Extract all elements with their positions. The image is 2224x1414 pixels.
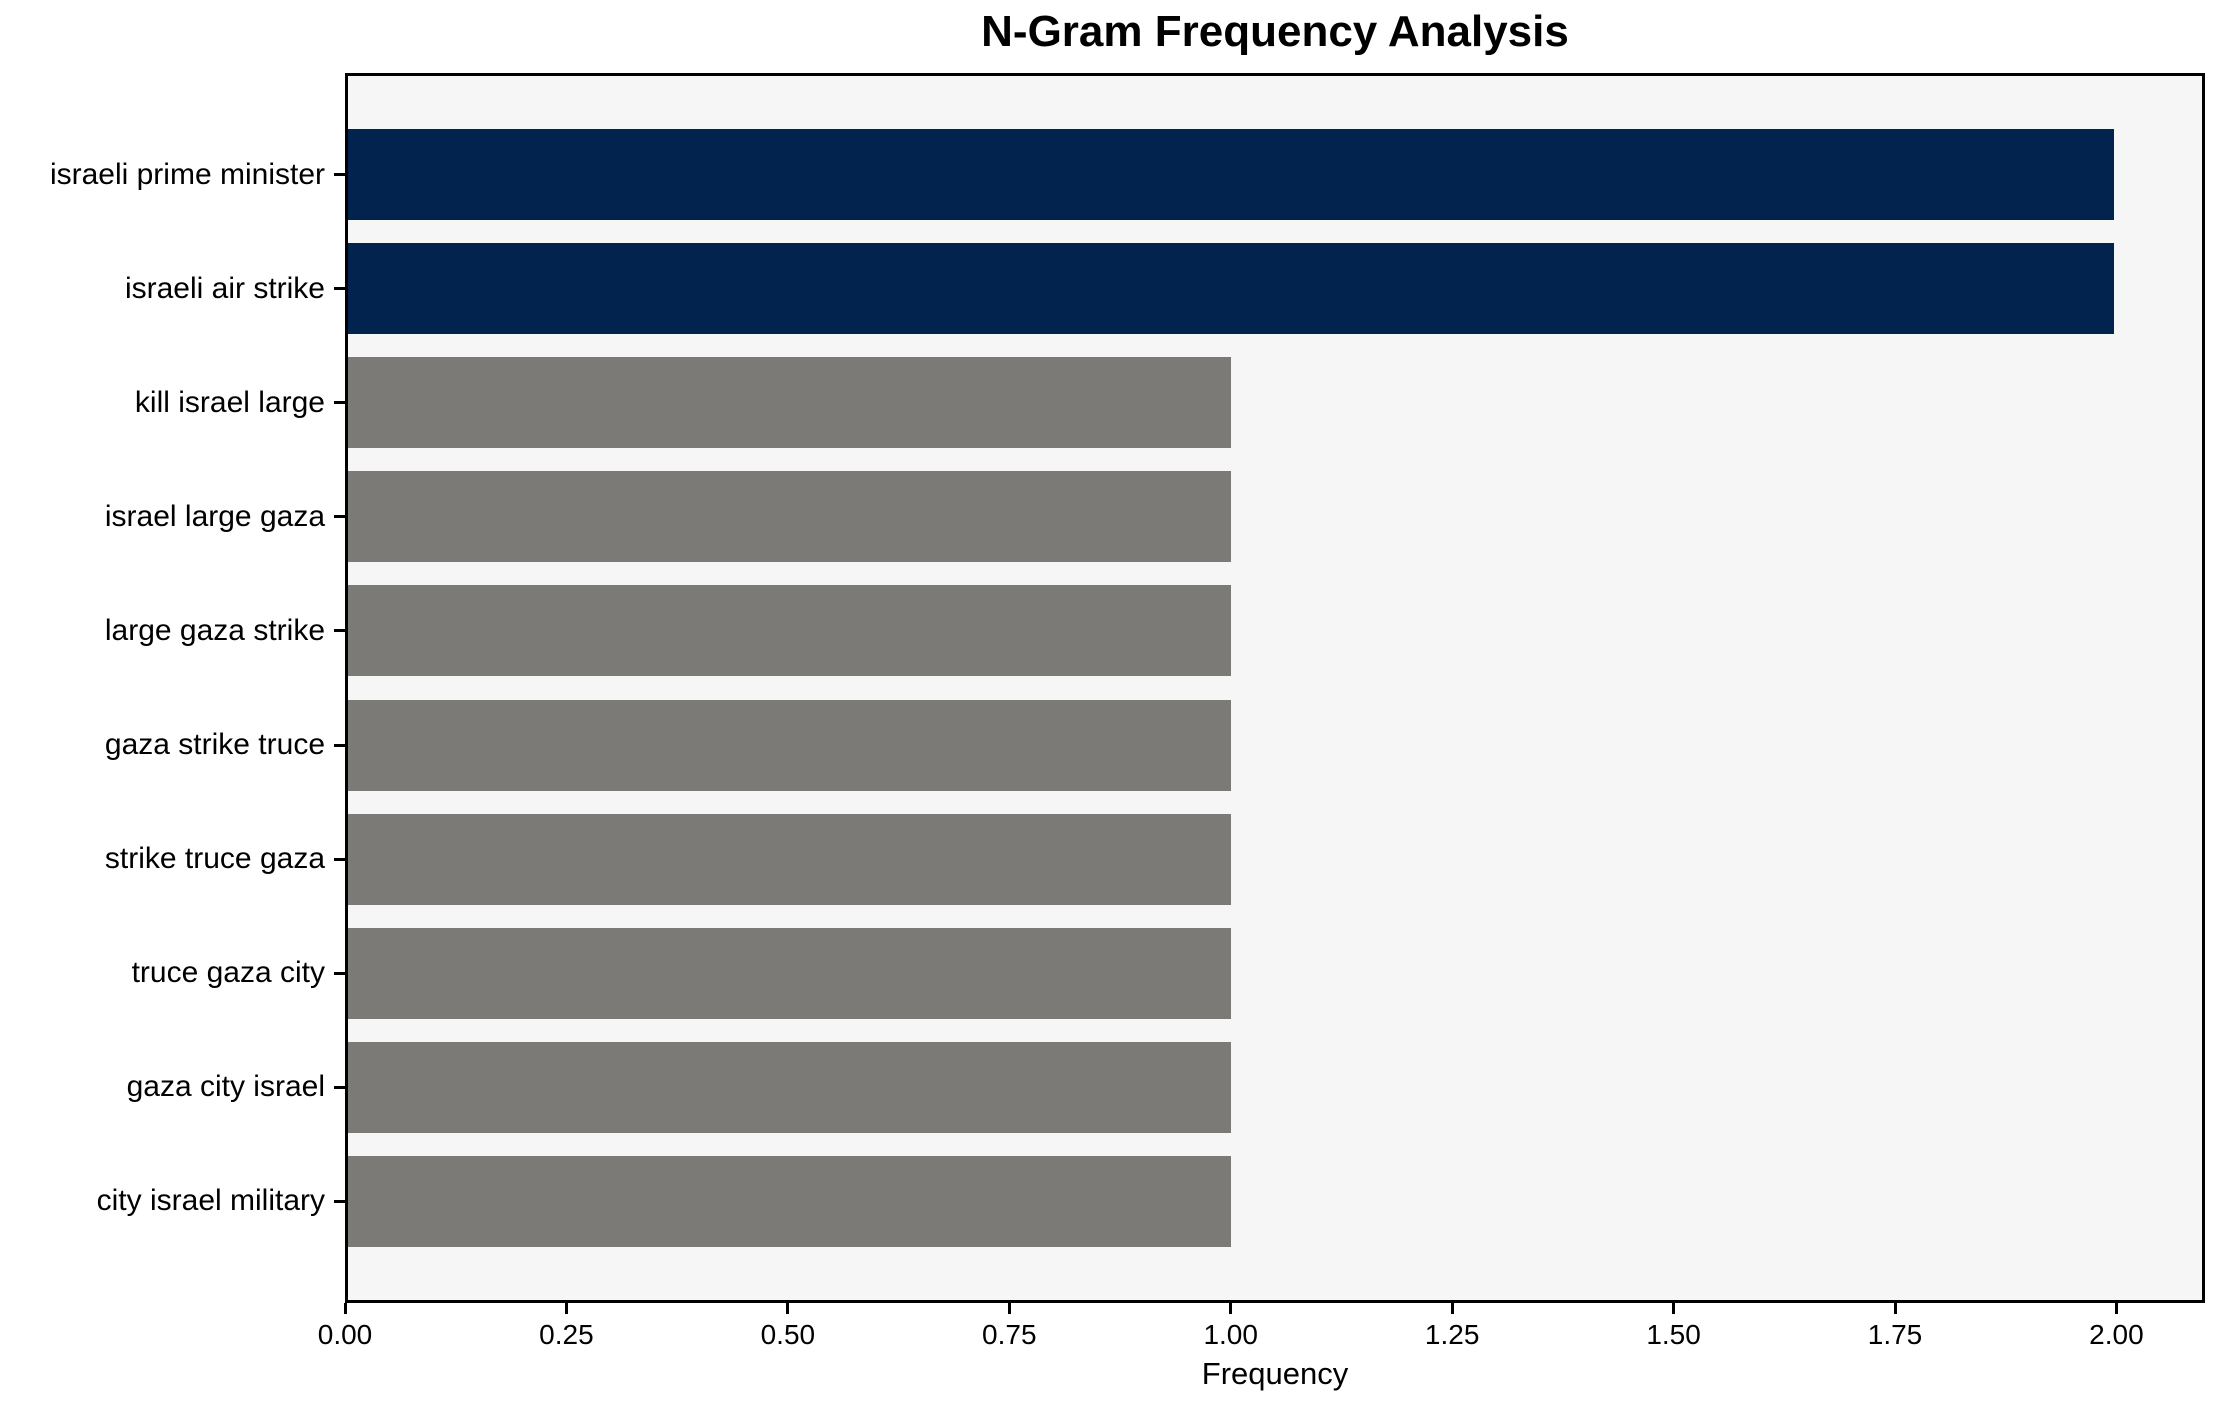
bar	[348, 699, 1231, 791]
y-tick-label: kill israel large	[134, 385, 325, 419]
x-tick-label: 1.75	[1867, 1319, 1923, 1350]
y-tick-label: gaza city israel	[126, 1070, 325, 1104]
bar	[348, 1041, 1231, 1133]
bar	[348, 927, 1231, 1019]
chart-title: N-Gram Frequency Analysis	[981, 7, 1569, 56]
x-tick-label: 1.00	[1203, 1319, 1258, 1350]
y-tick-mark	[334, 857, 345, 861]
y-tick-mark	[334, 401, 345, 405]
y-tick-label: israel large gaza	[104, 499, 325, 533]
x-axis-title: Frequency	[1201, 1356, 1349, 1391]
bar	[348, 471, 1231, 563]
x-tick-label: 0.25	[539, 1319, 594, 1350]
bar	[348, 813, 1231, 905]
x-tick-label: 1.50	[1646, 1319, 1701, 1350]
bar	[348, 585, 1231, 677]
x-tick-label: 0.75	[982, 1319, 1037, 1350]
x-tick-mark	[1672, 1303, 1676, 1314]
x-tick-mark	[1007, 1303, 1011, 1314]
y-tick-label: large gaza strike	[104, 613, 325, 647]
y-tick-label: truce gaza city	[131, 956, 325, 990]
x-tick-mark	[1229, 1303, 1233, 1314]
bar	[348, 243, 2114, 335]
x-tick-mark	[564, 1303, 568, 1314]
x-tick-mark	[343, 1303, 347, 1314]
y-tick-mark	[334, 1199, 345, 1203]
x-tick-mark	[2114, 1303, 2118, 1314]
y-tick-label: israeli prime minister	[49, 157, 325, 191]
x-tick-mark	[1450, 1303, 1454, 1314]
y-tick-mark	[334, 629, 345, 633]
y-tick-mark	[334, 971, 345, 975]
y-tick-mark	[334, 173, 345, 176]
y-tick-label: strike truce gaza	[104, 842, 325, 876]
x-tick-label: 0.50	[760, 1319, 816, 1350]
x-tick-label: 2.00	[2089, 1319, 2144, 1350]
bar	[348, 1155, 1231, 1247]
x-tick-label: 0.00	[317, 1319, 373, 1350]
y-tick-mark	[334, 1085, 345, 1089]
y-tick-label: gaza strike truce	[104, 728, 325, 761]
bar	[348, 129, 2114, 220]
x-tick-mark	[1893, 1303, 1897, 1314]
y-tick-mark	[334, 743, 345, 747]
x-tick-mark	[786, 1303, 790, 1314]
y-tick-label: israeli air strike	[124, 271, 325, 305]
bar	[348, 357, 1231, 449]
y-tick-mark	[334, 515, 345, 519]
y-tick-label: city israel military	[96, 1184, 325, 1218]
y-tick-mark	[334, 287, 345, 291]
x-tick-label: 1.25	[1424, 1319, 1480, 1350]
plot-area	[345, 73, 2205, 1303]
